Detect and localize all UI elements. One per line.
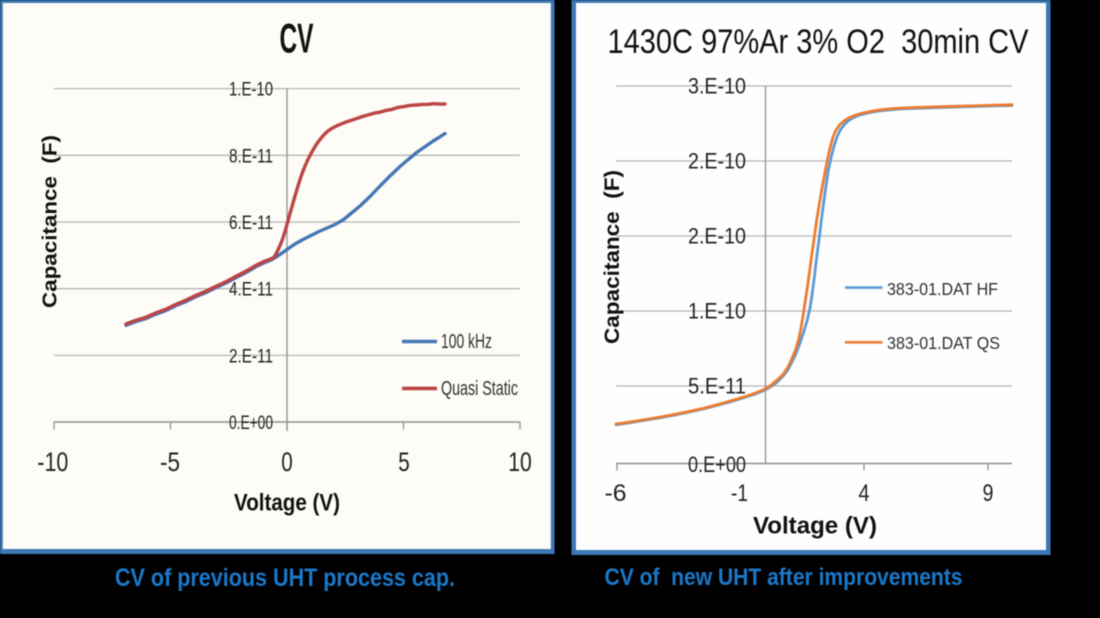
svg-text:2.E-11: 2.E-11 bbox=[229, 345, 273, 367]
svg-text:4.E-11: 4.E-11 bbox=[229, 279, 273, 301]
svg-text:6.E-11: 6.E-11 bbox=[229, 212, 273, 234]
svg-text:4: 4 bbox=[859, 480, 870, 507]
svg-text:383-01.DAT HF: 383-01.DAT HF bbox=[887, 279, 998, 299]
svg-text:CV: CV bbox=[280, 15, 314, 62]
svg-text:Voltage (V): Voltage (V) bbox=[753, 513, 877, 540]
svg-text:383-01.DAT QS: 383-01.DAT QS bbox=[887, 333, 1000, 353]
svg-text:10: 10 bbox=[508, 447, 532, 477]
svg-text:Capacitance (F): Capacitance (F) bbox=[40, 135, 62, 308]
svg-text:-1: -1 bbox=[731, 480, 748, 507]
svg-text:Voltage (V): Voltage (V) bbox=[234, 490, 340, 517]
svg-text:2.E-10: 2.E-10 bbox=[688, 149, 746, 174]
svg-text:1.E-10: 1.E-10 bbox=[688, 299, 746, 324]
svg-text:1.E-10: 1.E-10 bbox=[229, 79, 273, 101]
svg-text:0.E+00: 0.E+00 bbox=[688, 452, 746, 477]
svg-text:2.E-10: 2.E-10 bbox=[688, 224, 746, 249]
svg-text:-10: -10 bbox=[37, 447, 68, 477]
svg-text:100 kHz: 100 kHz bbox=[441, 331, 492, 353]
svg-text:5.E-11: 5.E-11 bbox=[688, 374, 746, 399]
svg-text:Capacitance (F): Capacitance (F) bbox=[601, 170, 624, 344]
svg-text:CV of new UHT after improveme: CV of new UHT after improvements bbox=[605, 564, 963, 591]
svg-text:0: 0 bbox=[281, 447, 293, 477]
svg-text:Quasi Static: Quasi Static bbox=[441, 378, 518, 400]
svg-text:-5: -5 bbox=[160, 447, 180, 477]
svg-text:1430C 97%Ar 3% O2 30min CV: 1430C 97%Ar 3% O2 30min CV bbox=[608, 23, 1029, 61]
svg-text:-6: -6 bbox=[605, 480, 627, 507]
svg-text:8.E-11: 8.E-11 bbox=[229, 145, 273, 167]
svg-text:CV of previous UHT process cap: CV of previous UHT process cap. bbox=[115, 564, 455, 592]
svg-text:5: 5 bbox=[398, 447, 410, 477]
svg-text:0.E+00: 0.E+00 bbox=[229, 412, 273, 434]
svg-text:3.E-10: 3.E-10 bbox=[688, 74, 746, 99]
svg-text:9: 9 bbox=[983, 480, 994, 507]
